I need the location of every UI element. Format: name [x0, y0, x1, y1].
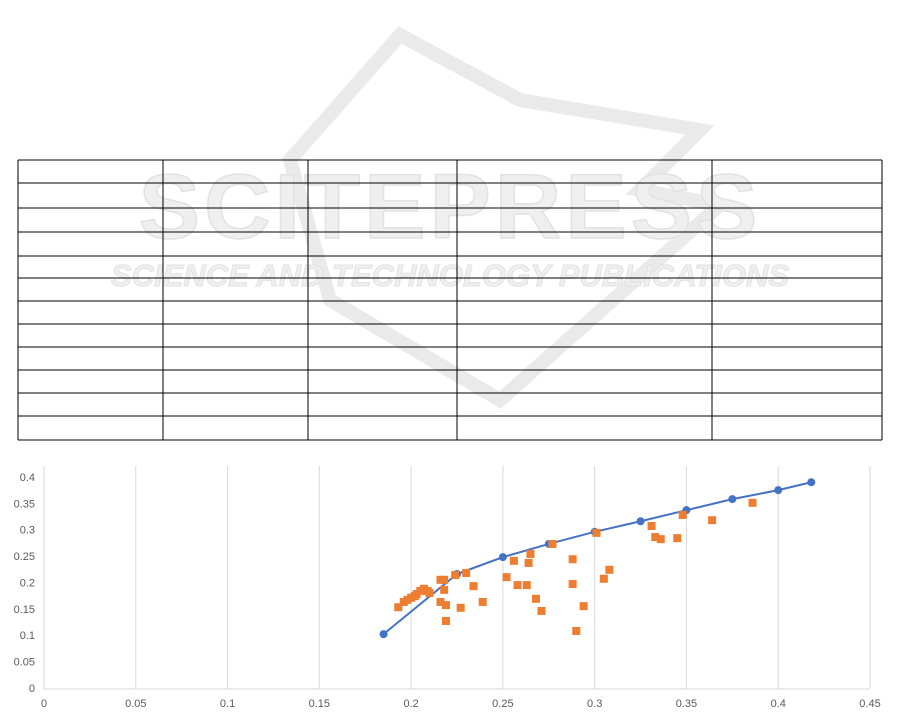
- point: [807, 478, 816, 487]
- point: [451, 571, 460, 580]
- point: [522, 581, 531, 590]
- table: [17, 159, 883, 441]
- x-tick-label: 0.05: [125, 698, 146, 710]
- point: [531, 594, 540, 603]
- y-tick-label: 0.35: [14, 498, 35, 510]
- point: [656, 535, 665, 544]
- watermark-brand: SCITEPRESS: [139, 156, 762, 258]
- y-tick-label: 0.25: [14, 551, 35, 563]
- y-tick-label: 0: [29, 683, 35, 695]
- point: [774, 486, 783, 495]
- x-tick-label: 0.45: [859, 698, 880, 710]
- point: [502, 573, 511, 582]
- point: [673, 534, 682, 543]
- point: [678, 510, 687, 519]
- x-tick-label: 0: [41, 698, 47, 710]
- point: [524, 558, 533, 567]
- point: [647, 522, 656, 531]
- point: [436, 597, 445, 606]
- point: [605, 565, 614, 574]
- point: [425, 588, 434, 597]
- point: [599, 574, 608, 583]
- y-tick-label: 0.15: [14, 604, 35, 616]
- point: [572, 626, 581, 635]
- x-tick-label: 0.2: [403, 698, 418, 710]
- point: [748, 498, 757, 507]
- point: [537, 606, 546, 615]
- point: [509, 556, 518, 565]
- point: [592, 528, 601, 537]
- point: [548, 539, 557, 548]
- point: [462, 568, 471, 577]
- x-tick-label: 0.35: [676, 698, 697, 710]
- point: [636, 517, 645, 526]
- point: [651, 533, 660, 542]
- x-tick-label: 0.4: [771, 698, 786, 710]
- series-line: [382, 481, 812, 635]
- watermark-logo: [282, 26, 736, 409]
- y-tick-label: 0.1: [20, 630, 35, 642]
- point: [440, 585, 449, 594]
- point: [394, 603, 403, 612]
- x-tick-label: 0.25: [492, 698, 513, 710]
- point: [513, 581, 522, 590]
- point: [441, 601, 450, 610]
- y-tick-label: 0.4: [20, 472, 35, 484]
- y-tick-label: 0.05: [14, 657, 35, 669]
- point: [456, 603, 465, 612]
- point: [568, 580, 577, 589]
- point: [579, 602, 588, 611]
- chart: 0 0.05 0.1 0.15 0.2 0.25 0.3 0.35 0.4 0.45 0 0.05 0.…: [14, 466, 881, 710]
- watermark-tagline: SCIENCE AND TECHNOLOGY PUBLICATIONS: [111, 258, 789, 293]
- point: [441, 616, 450, 625]
- y-tick-label: 0.3: [20, 525, 35, 537]
- point: [568, 555, 577, 564]
- point: [379, 630, 388, 639]
- point: [440, 575, 449, 584]
- x-tick-label: 0.15: [309, 698, 330, 710]
- point: [708, 516, 717, 525]
- x-tick-label: 0.1: [220, 698, 235, 710]
- watermark: SCITEPRESS SCIENCE AND TECHNOLOGY PUBLIC…: [110, 26, 790, 409]
- y-tick-label: 0.2: [20, 577, 35, 589]
- point: [478, 597, 487, 606]
- x-tick-label: 0.3: [587, 698, 602, 710]
- point: [469, 582, 478, 591]
- point: [498, 553, 507, 562]
- point: [728, 495, 737, 504]
- point: [526, 549, 535, 558]
